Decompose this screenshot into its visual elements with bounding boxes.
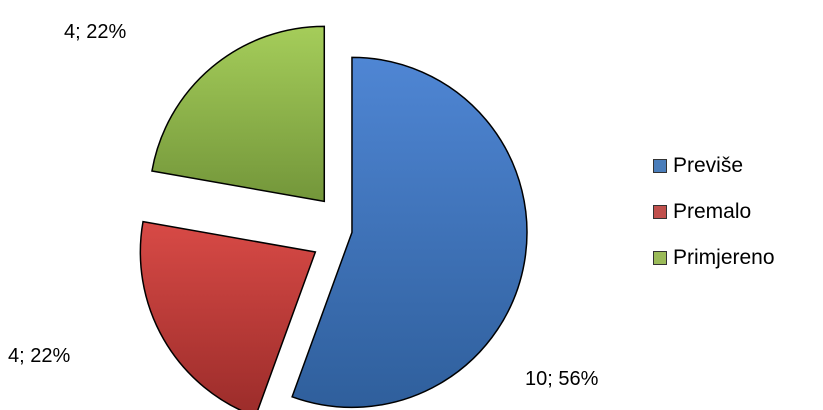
legend-swatch-premalo [653,205,667,219]
slice-premalo [139,220,317,410]
legend-label-previse: Previše [673,154,744,177]
legend-label-primjereno: Primjereno [673,246,775,269]
slice-primjereno [151,25,326,203]
legend-item-primjereno: Primjereno [653,242,775,274]
legend-item-premalo: Premalo [653,196,775,228]
slice-previse [291,56,528,409]
data-label-previse: 10; 56% [525,368,599,390]
legend-swatch-previse [653,159,667,173]
data-label-primjereno: 4; 22% [64,21,126,43]
data-label-premalo: 4; 22% [8,345,70,367]
legend-item-previse: Previše [653,150,775,182]
legend: Previše Premalo Primjereno [653,150,775,274]
legend-label-premalo: Premalo [673,200,752,223]
legend-swatch-primjereno [653,251,667,265]
